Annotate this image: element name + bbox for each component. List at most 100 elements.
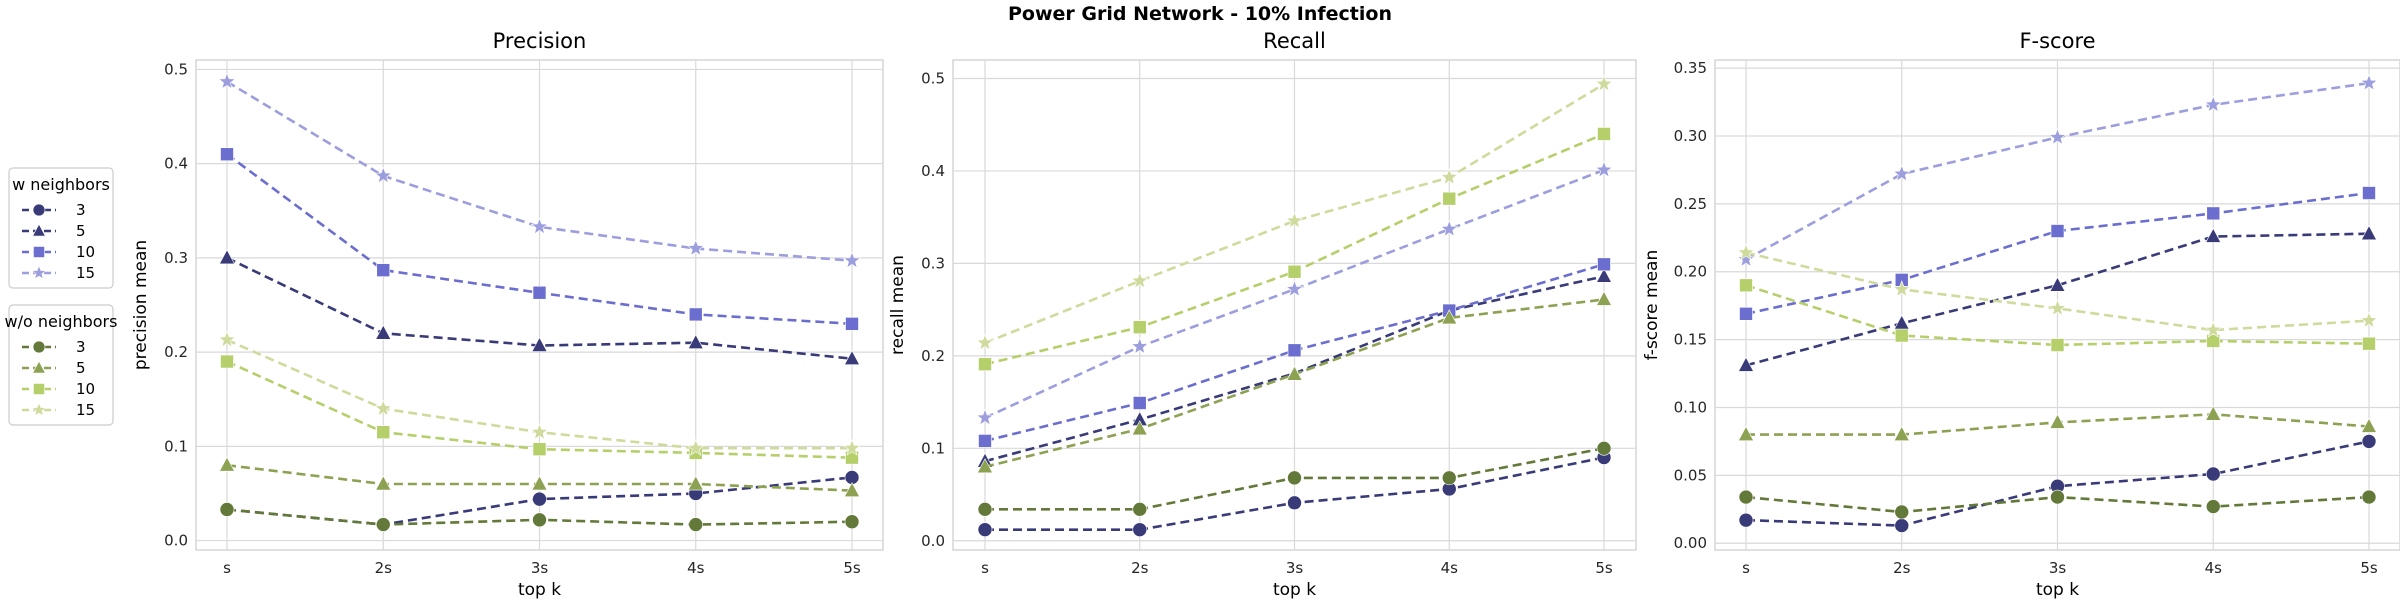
data-point xyxy=(2205,405,2222,421)
legend-marker xyxy=(32,360,46,374)
legend-frame xyxy=(8,167,114,289)
series-line xyxy=(984,275,1605,463)
data-point xyxy=(976,408,994,426)
y-tick-label: 0.10 xyxy=(1674,398,1707,416)
data-point xyxy=(2206,334,2221,348)
data-point xyxy=(1287,495,1302,511)
data-point xyxy=(1892,164,1911,182)
legend-label: 10 xyxy=(76,380,95,398)
legend-label: 3 xyxy=(76,201,86,219)
legend-marker xyxy=(32,223,46,237)
y-tick-label: 0.5 xyxy=(921,69,945,87)
data-point xyxy=(532,512,547,528)
y-tick-label: 0.0 xyxy=(921,532,945,550)
data-point xyxy=(1132,522,1148,537)
y-tick-label: 0.05 xyxy=(1674,466,1707,484)
data-point xyxy=(688,307,703,322)
x-axis-label: top k xyxy=(1273,580,1316,600)
data-point xyxy=(843,481,861,497)
chart-panel-precision: 0.0 0.1 0.2 0.3 0.4 0.5 s 2s 3s 4s 5s Precision top … xyxy=(131,29,884,600)
data-point xyxy=(978,434,992,448)
data-point xyxy=(1894,504,1910,520)
series-w-15 xyxy=(218,72,861,269)
panel-title: Precision xyxy=(493,29,587,53)
legend-marker xyxy=(32,340,46,354)
chart-panels: 0.0 0.1 0.2 0.3 0.4 0.5 s 2s 3s 4s 5s Precision top … xyxy=(131,29,2400,600)
legend-marker xyxy=(32,203,46,217)
series-w-3 xyxy=(977,450,1612,537)
data-point xyxy=(1739,278,1753,293)
y-tick-label: 0.1 xyxy=(921,439,945,457)
panel-title: F-score xyxy=(2019,29,2095,53)
data-point xyxy=(2362,186,2376,200)
data-point xyxy=(532,491,547,507)
data-point xyxy=(1739,307,1753,321)
y-tick-label: 0.35 xyxy=(1674,59,1707,77)
data-point xyxy=(1596,441,1612,456)
data-point xyxy=(530,217,549,235)
legend-marker xyxy=(31,264,47,280)
x-tick-label: 4s xyxy=(2205,559,2223,577)
data-point xyxy=(532,285,547,300)
data-point xyxy=(530,422,549,440)
data-point xyxy=(1130,337,1149,355)
data-point xyxy=(1595,267,1613,283)
x-tick-label: 5s xyxy=(843,559,861,577)
data-point xyxy=(2362,336,2376,351)
data-point xyxy=(2206,206,2221,221)
data-point xyxy=(1738,512,1754,528)
y-axis-label: precision mean xyxy=(131,240,151,370)
data-point xyxy=(2205,227,2222,243)
figure-suptitle: Power Grid Network - 10% Infection xyxy=(1008,3,1392,25)
y-tick-label: 0.3 xyxy=(164,249,188,267)
legend-title: w neighbors xyxy=(12,175,110,194)
x-tick-label: s xyxy=(223,559,231,577)
series-w-10 xyxy=(1739,186,2376,321)
y-axis-label: f-score mean xyxy=(1642,250,1662,360)
series-wo-15 xyxy=(218,330,861,456)
data-point xyxy=(374,166,393,184)
data-point xyxy=(1287,264,1302,279)
data-point xyxy=(1287,343,1302,358)
data-point xyxy=(687,334,704,349)
data-point xyxy=(1442,191,1457,206)
data-point xyxy=(374,399,393,417)
data-point xyxy=(376,263,391,277)
legend-label: 3 xyxy=(76,338,86,356)
legend-title: w/o neighbors xyxy=(5,312,118,331)
data-point xyxy=(218,72,236,90)
series-w-5 xyxy=(1737,225,2378,372)
data-point xyxy=(2361,489,2377,505)
legend-marker xyxy=(31,401,47,417)
legend-box-w-neighbors: w neighbors 3 5 10 15 xyxy=(8,167,114,289)
data-point xyxy=(2050,224,2065,238)
x-axis-label: top k xyxy=(518,580,561,600)
x-tick-label: 3s xyxy=(1286,559,1304,577)
data-point xyxy=(1595,160,1613,178)
x-tick-label: 2s xyxy=(1131,559,1149,577)
data-point xyxy=(1441,470,1457,486)
series-wo-10 xyxy=(978,127,1611,371)
data-point xyxy=(2205,499,2221,514)
y-tick-label: 0.25 xyxy=(1674,195,1707,213)
data-point xyxy=(1737,250,1755,268)
series-wo-5 xyxy=(976,290,1613,474)
legend-box-wo-neighbors: w/o neighbors 3 5 10 15 xyxy=(5,304,118,426)
data-point xyxy=(2048,299,2067,316)
y-tick-label: 0.00 xyxy=(1674,534,1707,552)
legend-label: 5 xyxy=(76,359,86,377)
x-tick-label: 2s xyxy=(375,559,393,577)
data-point xyxy=(1132,502,1148,517)
series-w-10 xyxy=(220,147,859,331)
y-tick-label: 0.4 xyxy=(921,162,945,180)
data-point xyxy=(976,458,994,474)
legend-marker xyxy=(33,246,45,258)
series-line xyxy=(984,168,1605,419)
y-tick-label: 0.2 xyxy=(921,347,945,365)
legend-label: 15 xyxy=(76,264,95,282)
y-tick-label: 0.5 xyxy=(164,60,188,78)
data-point xyxy=(1737,356,1755,372)
data-point xyxy=(2050,489,2065,505)
y-tick-label: 0.20 xyxy=(1674,263,1707,281)
